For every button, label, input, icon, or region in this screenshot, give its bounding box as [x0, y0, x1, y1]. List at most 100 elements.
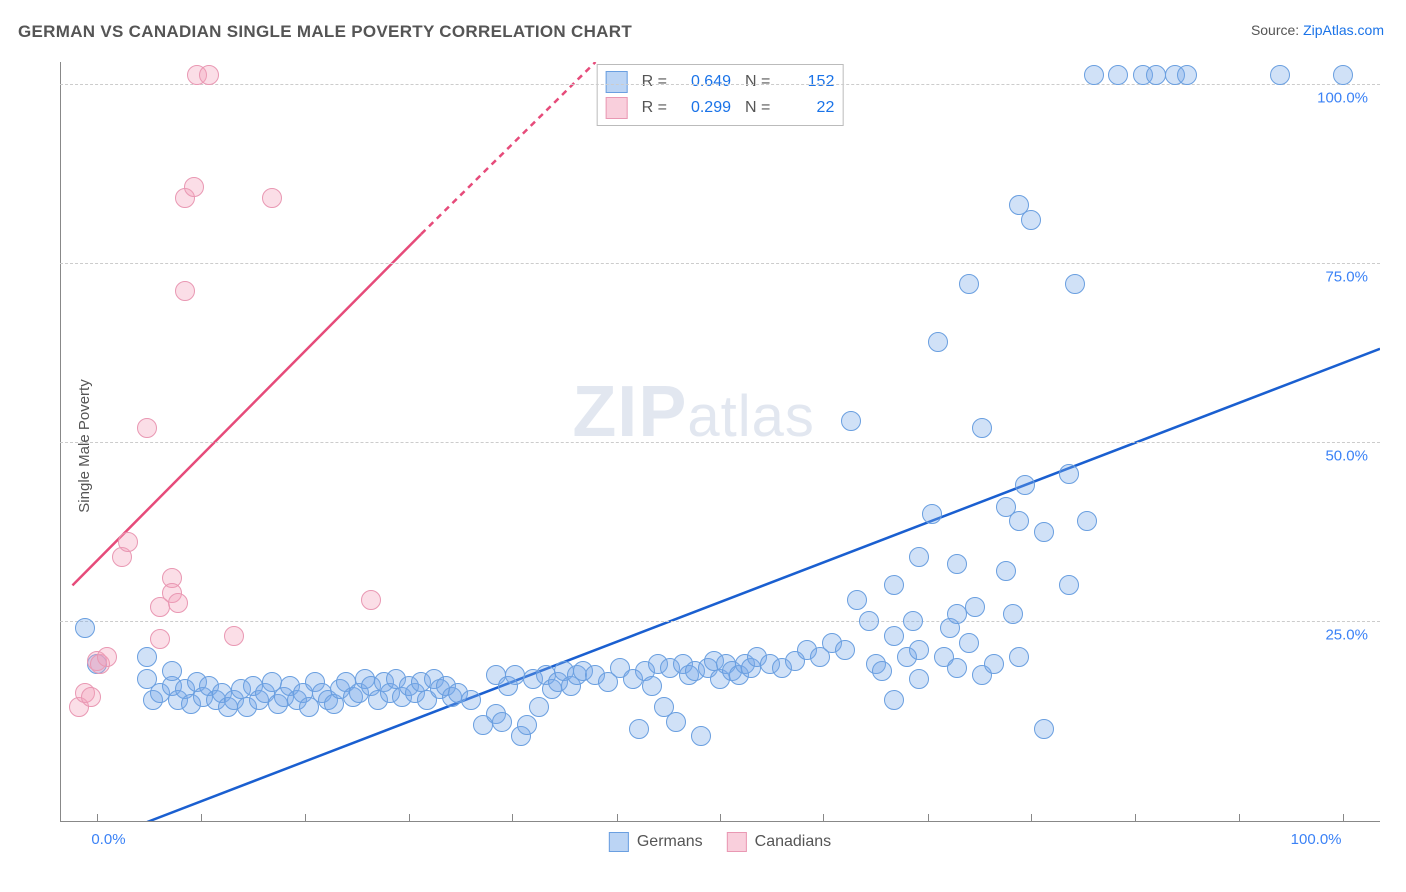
x-tick — [1031, 814, 1032, 822]
legend-stats: R =0.649N =152R =0.299N =22 — [597, 64, 844, 126]
legend-swatch — [606, 71, 628, 93]
scatter-marker-blue — [884, 690, 904, 710]
scatter-marker-pink — [175, 281, 195, 301]
scatter-marker-blue — [1270, 65, 1290, 85]
legend-series-label: Canadians — [755, 833, 832, 851]
scatter-marker-blue — [1065, 274, 1085, 294]
scatter-marker-blue — [903, 611, 923, 631]
scatter-marker-blue — [492, 712, 512, 732]
scatter-marker-blue — [959, 633, 979, 653]
scatter-marker-blue — [461, 690, 481, 710]
scatter-marker-blue — [1077, 511, 1097, 531]
x-tick — [97, 814, 98, 822]
scatter-marker-blue — [1084, 65, 1104, 85]
legend-series: GermansCanadians — [609, 832, 831, 852]
scatter-marker-pink — [118, 532, 138, 552]
scatter-marker-pink — [81, 687, 101, 707]
watermark-zip: ZIP — [572, 372, 687, 452]
watermark-atlas: atlas — [687, 384, 815, 449]
scatter-marker-blue — [835, 640, 855, 660]
y-tick-label: 50.0% — [1321, 448, 1372, 465]
plot-area: ZIPatlas R =0.649N =152R =0.299N =22 25.… — [60, 62, 1380, 822]
scatter-marker-blue — [947, 554, 967, 574]
scatter-marker-blue — [909, 547, 929, 567]
watermark: ZIPatlas — [572, 371, 815, 453]
scatter-marker-blue — [1059, 575, 1079, 595]
scatter-marker-pink — [224, 626, 244, 646]
legend-series-item: Canadians — [727, 832, 832, 852]
trend-line — [147, 349, 1380, 822]
scatter-marker-blue — [984, 654, 1004, 674]
legend-n-val: 22 — [780, 99, 834, 117]
scatter-marker-blue — [1034, 522, 1054, 542]
scatter-marker-blue — [847, 590, 867, 610]
scatter-marker-pink — [137, 418, 157, 438]
scatter-marker-pink — [97, 647, 117, 667]
scatter-marker-blue — [1177, 65, 1197, 85]
legend-stats-row: R =0.649N =152 — [606, 69, 835, 95]
scatter-marker-blue — [505, 665, 525, 685]
x-tick — [409, 814, 410, 822]
scatter-marker-blue — [965, 597, 985, 617]
scatter-marker-blue — [691, 726, 711, 746]
x-tick — [928, 814, 929, 822]
scatter-marker-blue — [162, 661, 182, 681]
chart-title: GERMAN VS CANADIAN SINGLE MALE POVERTY C… — [18, 22, 632, 42]
legend-n-key: N = — [745, 73, 770, 91]
scatter-marker-blue — [972, 418, 992, 438]
scatter-marker-blue — [922, 504, 942, 524]
x-axis-label: 100.0% — [1291, 831, 1342, 848]
scatter-marker-blue — [1059, 464, 1079, 484]
scatter-marker-blue — [629, 719, 649, 739]
legend-r-key: R = — [642, 99, 667, 117]
gridline-h — [60, 621, 1380, 622]
x-tick — [617, 814, 618, 822]
scatter-marker-blue — [1333, 65, 1353, 85]
trend-line — [421, 62, 595, 234]
scatter-marker-pink — [168, 593, 188, 613]
scatter-marker-blue — [1146, 65, 1166, 85]
scatter-marker-blue — [1021, 210, 1041, 230]
x-axis-label: 0.0% — [91, 831, 125, 848]
scatter-marker-pink — [361, 590, 381, 610]
legend-r-key: R = — [642, 73, 667, 91]
x-tick — [512, 814, 513, 822]
x-tick — [1135, 814, 1136, 822]
scatter-marker-blue — [859, 611, 879, 631]
x-tick — [823, 814, 824, 822]
source-link[interactable]: ZipAtlas.com — [1303, 22, 1384, 38]
source-label: Source: — [1251, 22, 1303, 38]
scatter-marker-blue — [529, 697, 549, 717]
legend-swatch — [606, 97, 628, 119]
scatter-marker-pink — [199, 65, 219, 85]
scatter-marker-pink — [262, 188, 282, 208]
scatter-marker-blue — [1015, 475, 1035, 495]
scatter-marker-blue — [959, 274, 979, 294]
x-tick — [1343, 814, 1344, 822]
scatter-marker-blue — [517, 715, 537, 735]
scatter-marker-blue — [996, 561, 1016, 581]
legend-n-val: 152 — [780, 73, 834, 91]
scatter-marker-blue — [884, 626, 904, 646]
scatter-marker-pink — [150, 629, 170, 649]
scatter-marker-blue — [642, 676, 662, 696]
scatter-marker-blue — [1009, 511, 1029, 531]
y-tick-label: 25.0% — [1321, 627, 1372, 644]
gridline-h — [60, 263, 1380, 264]
scatter-marker-blue — [1034, 719, 1054, 739]
x-tick — [1239, 814, 1240, 822]
legend-swatch — [727, 832, 747, 852]
y-tick-label: 100.0% — [1313, 89, 1372, 106]
legend-swatch — [609, 832, 629, 852]
scatter-marker-blue — [137, 647, 157, 667]
scatter-marker-blue — [1009, 647, 1029, 667]
scatter-marker-pink — [184, 177, 204, 197]
plot-wrapper: ZIPatlas R =0.649N =152R =0.299N =22 25.… — [60, 62, 1380, 822]
source-credit: Source: ZipAtlas.com — [1251, 22, 1384, 38]
scatter-marker-blue — [884, 575, 904, 595]
scatter-marker-blue — [872, 661, 892, 681]
scatter-marker-blue — [947, 604, 967, 624]
legend-stats-row: R =0.299N =22 — [606, 95, 835, 121]
scatter-marker-blue — [666, 712, 686, 732]
scatter-marker-blue — [1108, 65, 1128, 85]
